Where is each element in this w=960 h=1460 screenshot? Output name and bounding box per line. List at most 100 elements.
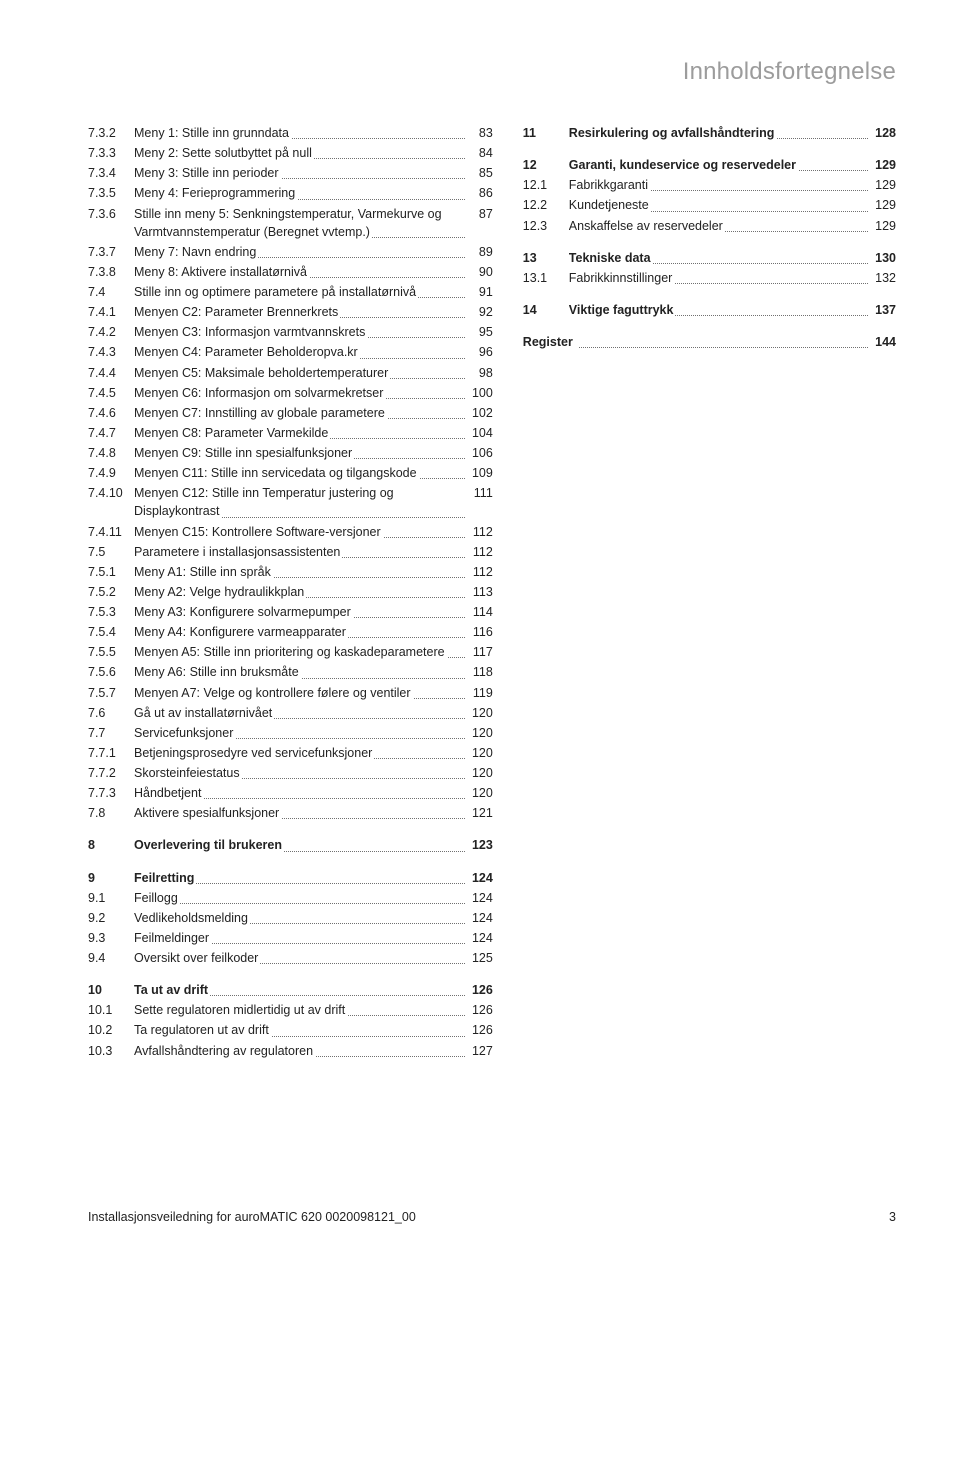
toc-entry-number: 12.2 [523,196,569,214]
toc-entry-label: Feilretting [134,869,465,887]
toc-entry-label-text: Anskaffelse av reservedeler [569,219,725,233]
toc-entry-label: Kundetjeneste [569,196,868,214]
toc-entry-number: 7.7.2 [88,764,134,782]
toc-entry-label [577,333,868,351]
toc-entry-label: Meny 1: Stille inn grunndata [134,124,465,142]
toc-entry-label-text: Gå ut av installatørnivået [134,706,274,720]
toc-entry-number: 12 [523,156,569,174]
toc-entry-page: 111 [465,484,493,502]
toc-entry-number: 7.4.1 [88,303,134,321]
toc-entry-number: 7.4 [88,283,134,301]
toc-leader [134,903,465,904]
toc-entry-page: 85 [465,164,493,182]
toc-entry: 7.8Aktivere spesialfunksjoner121 [88,804,493,822]
toc-entry-number: 7.3.7 [88,243,134,261]
toc-entry: 9.2Vedlikeholdsmelding124 [88,909,493,927]
toc-entry-label-text: Overlevering til brukeren [134,838,284,852]
toc-entry: 7.3.4Meny 3: Stille inn perioder85 [88,164,493,182]
toc-entry: 9.1Feillogg124 [88,889,493,907]
toc-entry-label-text: Resirkulering og avfallshåndtering [569,126,777,140]
toc-entry-number: 10.2 [88,1021,134,1039]
toc-entry-page: 124 [465,929,493,947]
toc-entry-page: 116 [465,623,493,641]
toc-entry-label-text: Menyen A5: Stille inn prioritering og ka… [134,645,447,659]
toc-entry-label-text: Menyen C6: Informasjon om solvarmekretse… [134,386,385,400]
toc-entry-number: 13.1 [523,269,569,287]
toc-entry-number: 7.3.5 [88,184,134,202]
toc-left-column: 7.3.2Meny 1: Stille inn grunndata837.3.3… [88,124,493,1062]
toc-spacer [523,321,896,331]
toc-entry: 7.4.2Menyen C3: Informasjon varmtvannskr… [88,323,493,341]
toc-entry: 13.1Fabrikkinnstillinger132 [523,269,896,287]
toc-entry-label-text: Oversikt over feilkoder [134,951,260,965]
toc-entry-page: 120 [465,704,493,722]
toc-entry-label: Menyen C2: Parameter Brennerkrets [134,303,465,321]
toc-entry-page: 106 [465,444,493,462]
toc-entry-page: 91 [465,283,493,301]
toc-entry-number: Register [523,333,573,351]
toc-entry: 7.4.3Menyen C4: Parameter Beholderopva.k… [88,343,493,361]
toc-entry-page: 126 [465,1001,493,1019]
toc-entry-label-text: Håndbetjent [134,786,203,800]
toc-entry-label: Anskaffelse av reservedeler [569,217,868,235]
toc-entry-page: 144 [868,333,896,351]
toc-entry: 10.1Sette regulatoren midlertidig ut av … [88,1001,493,1019]
toc-entry-label-text: Meny 4: Ferieprogrammering [134,186,297,200]
toc-entry-label: Menyen C6: Informasjon om solvarmekretse… [134,384,465,402]
toc-entry: 7.5.1Meny A1: Stille inn språk112 [88,563,493,581]
toc-entry: 7.4.1Menyen C2: Parameter Brennerkrets92 [88,303,493,321]
toc-entry: 9Feilretting124 [88,869,493,887]
toc-entry-label: Vedlikeholdsmelding [134,909,465,927]
toc-entry-label: Parametere i installasjonsassistenten [134,543,465,561]
toc-entry-label-text: Ta regulatoren ut av drift [134,1023,271,1037]
toc-entry-page: 120 [465,724,493,742]
toc-entry-number: 7.7.1 [88,744,134,762]
toc-entry: 7.4.9Menyen C11: Stille inn servicedata … [88,464,493,482]
toc-entry: 7.4.11Menyen C15: Kontrollere Software-v… [88,523,493,541]
toc-entry-label: Stille inn meny 5: Senkningstemperatur, … [134,205,465,241]
toc-entry-number: 7.8 [88,804,134,822]
toc-entry-label: Meny 3: Stille inn perioder [134,164,465,182]
toc-entry-number: 8 [88,836,134,854]
toc-entry-label-text: Menyen C7: Innstilling av globale parame… [134,406,387,420]
toc-spacer [88,969,493,979]
toc-entry-number: 14 [523,301,569,319]
toc-entry-label-text: Menyen C5: Maksimale beholdertemperature… [134,366,390,380]
toc-entry-label-text: Servicefunksjoner [134,726,235,740]
toc-entry-label: Menyen C12: Stille inn Temperatur juster… [134,484,465,520]
toc-entry-label-text: Meny A1: Stille inn språk [134,565,273,579]
toc-entry-label: Menyen C15: Kontrollere Software-versjon… [134,523,465,541]
toc-entry-label-text: Meny 7: Navn endring [134,245,258,259]
toc-spacer [523,144,896,154]
toc-entry-label-text: Menyen A7: Velge og kontrollere følere o… [134,686,413,700]
toc-entry-label-text: Meny 8: Aktivere installatørnivå [134,265,309,279]
toc-entry: 7.3.7Meny 7: Navn endring89 [88,243,493,261]
toc-entry-number: 7.4.10 [88,484,134,502]
toc-entry-page: 123 [465,836,493,854]
toc-entry-label-text: Feilmeldinger [134,931,211,945]
toc-entry-page: 114 [465,603,493,621]
toc-entry: 13Tekniske data130 [523,249,896,267]
toc-entry-page: 124 [465,909,493,927]
toc-entry-number: 7.3.4 [88,164,134,182]
toc-entry-page: 98 [465,364,493,382]
toc-entry-label: Aktivere spesialfunksjoner [134,804,465,822]
toc-entry: 7.4.4Menyen C5: Maksimale beholdertemper… [88,364,493,382]
toc-entry-label: Menyen C4: Parameter Beholderopva.kr [134,343,465,361]
toc-entry-number: 9.1 [88,889,134,907]
toc-entry-label: Fabrikkinnstillinger [569,269,868,287]
toc-entry-number: 7.5.5 [88,643,134,661]
toc-entry-label: Ta ut av drift [134,981,465,999]
toc-entry-page: 125 [465,949,493,967]
toc-entry-label-text: Viktige faguttrykk [569,303,676,317]
toc-entry-label: Meny A3: Konfigurere solvarmepumper [134,603,465,621]
toc-entry-label-text: Skorsteinfeiestatus [134,766,242,780]
toc-entry-number: 12.1 [523,176,569,194]
toc-entry: 7.3.3Meny 2: Sette solutbyttet på null84 [88,144,493,162]
toc-entry-page: 96 [465,343,493,361]
toc-entry-number: 7.4.6 [88,404,134,422]
toc-entry-label-text: Stille inn og optimere parametere på ins… [134,285,418,299]
toc-entry-number: 9.4 [88,949,134,967]
header-title-text: Innholdsfortegnelse [683,58,896,85]
toc-entry-page: 119 [465,684,493,702]
